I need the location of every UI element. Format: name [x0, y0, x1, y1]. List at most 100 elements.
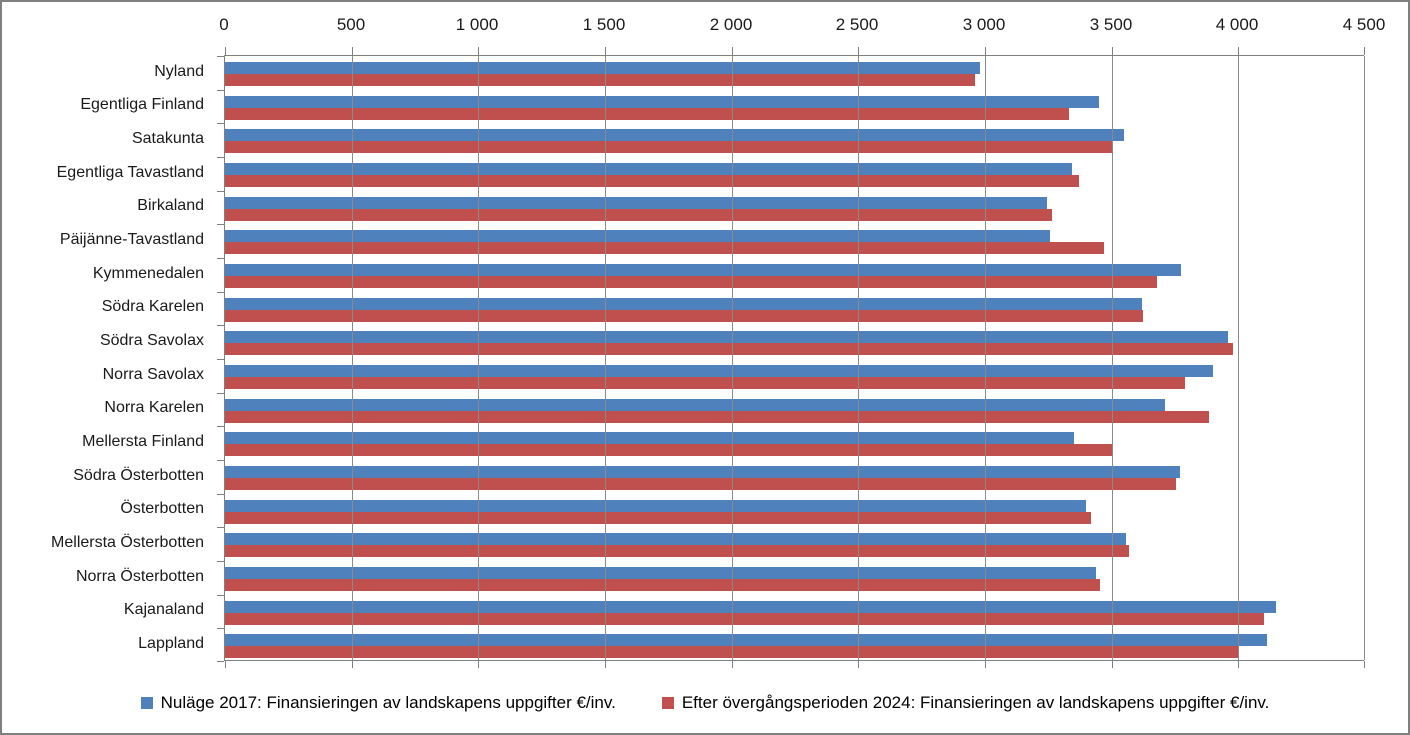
gridline [478, 56, 479, 660]
legend-label: Efter övergångsperioden 2024: Finansieri… [681, 693, 1270, 712]
bar-series-1 [225, 600, 1277, 613]
category-label: Norra Österbotten [75, 567, 204, 585]
category-label: Satakunta [131, 130, 204, 148]
bar-series-1 [225, 432, 1074, 445]
y-axis-tick-mark [217, 595, 224, 596]
y-axis-tick-mark [217, 359, 224, 360]
x-axis-tick-label: 3 000 [962, 15, 1006, 34]
bar-series-1 [225, 533, 1126, 546]
bar-series-2 [225, 141, 1112, 154]
bar-series-2 [225, 376, 1186, 389]
bar-row [225, 595, 1364, 629]
y-axis-tick-mark [217, 292, 224, 293]
y-axis-tick-mark [217, 460, 224, 461]
legend-label: Nuläge 2017: Finansieringen av landskape… [160, 693, 616, 712]
bar-row [225, 292, 1364, 326]
bar-row [225, 426, 1364, 460]
category-label: Kymmenedalen [92, 264, 204, 282]
x-axis-tick-mark [352, 47, 353, 55]
bar-row [225, 56, 1364, 90]
x-axis-tick-mark [985, 661, 986, 668]
bar-series-1 [225, 566, 1097, 579]
bar-series-1 [225, 297, 1143, 310]
bar-series-1 [225, 230, 1050, 243]
bar-series-2 [225, 275, 1158, 288]
x-axis-tick-label: 1 500 [582, 15, 626, 34]
gridline [1364, 56, 1365, 660]
bar-row [225, 325, 1364, 359]
x-axis-tick-label: 0 [219, 15, 229, 34]
x-axis-tick-mark [732, 661, 733, 668]
y-axis-tick-mark [217, 123, 224, 124]
bar-series-2 [225, 511, 1092, 524]
bar-row [225, 460, 1364, 494]
x-axis-tick-mark [985, 47, 986, 55]
bar-row [225, 561, 1364, 595]
bar-series-1 [225, 398, 1165, 411]
category-label: Nyland [154, 62, 204, 80]
y-axis-tick-mark [217, 494, 224, 495]
x-axis-tick-mark [1112, 47, 1113, 55]
y-axis-tick-mark [217, 628, 224, 629]
category-label: Kajanaland [123, 601, 204, 619]
bar-row [225, 157, 1364, 191]
legend-swatch-icon [140, 697, 153, 709]
y-axis-category-labels: Nyland Egentliga Finland Satakunta Egentlig… [2, 55, 214, 661]
x-axis-tick-mark [1364, 47, 1365, 55]
bar-series-2 [225, 107, 1069, 120]
y-axis-tick-mark [217, 191, 224, 192]
category-label: Egentliga Tavastland [56, 163, 204, 181]
bar-series-1 [225, 263, 1182, 276]
x-axis-tick-mark [1238, 661, 1239, 668]
bar-row [225, 258, 1364, 292]
gridline [985, 56, 986, 660]
bar-series-1 [225, 331, 1229, 344]
x-axis-tick-label: 4 500 [1342, 15, 1386, 34]
x-axis-tick-mark [605, 47, 606, 55]
bar-series-2 [225, 444, 1112, 457]
category-label: Egentliga Finland [80, 96, 204, 114]
gridline [1238, 56, 1239, 660]
bar-series-1 [225, 196, 1048, 209]
bar-series-1 [225, 162, 1073, 175]
x-axis-tick-label: 2 500 [835, 15, 879, 34]
x-axis-tick-mark [858, 661, 859, 668]
x-axis-tick-label: 4 000 [1215, 15, 1259, 34]
category-label: Birkaland [137, 197, 204, 215]
bar-series-1 [225, 62, 980, 74]
bar-series-2 [225, 343, 1234, 356]
bar-series-2 [225, 242, 1105, 255]
y-axis-tick-mark [217, 56, 224, 57]
bar-row [225, 393, 1364, 427]
x-axis-tick-label: 2 000 [709, 15, 753, 34]
category-label: Södra Savolax [99, 332, 204, 350]
bar-series-1 [225, 129, 1125, 142]
x-axis-tick-label: 1 000 [455, 15, 499, 34]
gridline [352, 56, 353, 660]
bar-series-2 [225, 410, 1210, 423]
bar-series-2 [225, 477, 1177, 490]
category-label: Södra Österbotten [73, 466, 204, 484]
legend-item: Nuläge 2017: Finansieringen av landskape… [140, 693, 616, 713]
category-label: Päijänne-Tavastland [59, 231, 204, 249]
y-axis-tick-mark [217, 258, 224, 259]
gridline [858, 56, 859, 660]
bar-series-2 [225, 74, 975, 86]
legend-item: Efter övergångsperioden 2024: Finansieri… [661, 693, 1270, 713]
x-axis-tick-mark [1364, 661, 1365, 668]
bar-row [225, 628, 1364, 662]
bar-row [225, 359, 1364, 393]
bar-row [225, 494, 1364, 528]
y-axis-tick-mark [217, 426, 224, 427]
category-label: Norra Karelen [104, 399, 204, 417]
bar-series-1 [225, 364, 1213, 377]
gridline [732, 56, 733, 660]
y-axis-tick-mark [217, 325, 224, 326]
bar-series-1 [225, 95, 1099, 108]
gridline [1112, 56, 1113, 660]
bar-row [225, 224, 1364, 258]
x-axis-tick-mark [225, 47, 226, 55]
category-label: Lappland [138, 634, 204, 652]
category-label: Södra Karelen [101, 298, 204, 316]
